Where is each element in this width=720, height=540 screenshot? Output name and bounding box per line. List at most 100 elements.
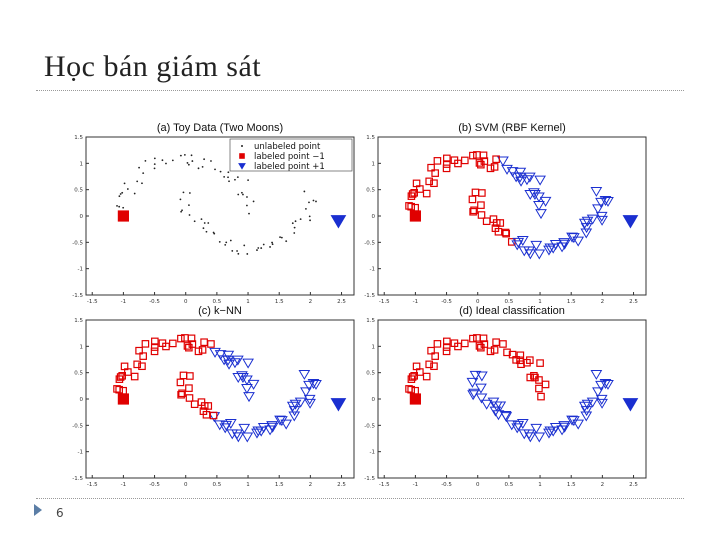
unlabeled-point [269,246,271,248]
square-point [477,343,485,352]
triangle-point [300,387,312,398]
triangle-point [530,423,543,434]
unlabeled-point [218,240,221,243]
unlabeled-point [247,179,249,182]
x-tick-label: -0.5 [149,299,160,305]
unlabeled-point [315,200,317,203]
y-tick-label: -1.5 [72,293,83,299]
y-tick-label: 1.5 [366,318,375,324]
x-tick-label: 2 [601,299,605,305]
triangle-point [590,369,603,380]
scatter-panel-2: (b) SVM (RBF Kernel) -1.5 -1 -0.5 0 0.5 1 1.5 2 2… [364,122,647,305]
square-point [531,373,539,382]
triangle-point [595,394,608,405]
triangle-point [595,211,608,222]
legend-dot-marker [241,145,243,147]
unlabeled-point [153,157,156,160]
square-point [410,372,418,380]
triangle-point [304,398,316,409]
triangle-point [590,186,603,197]
unlabeled-point [188,204,190,207]
triangle-point [492,410,505,421]
triangle-point [469,370,482,381]
x-tick-label: -1.5 [379,482,390,488]
square-point [490,346,499,354]
square-point [469,151,477,160]
square-point [442,347,451,356]
triangle-point [241,432,254,443]
footer-bullet-icon [34,504,42,516]
y-tick-label: -1 [370,267,375,273]
unlabeled-point [133,192,136,195]
triangle-point [556,242,568,253]
unlabeled-point [171,159,174,162]
triangle-point [539,196,552,207]
triangle-point [578,218,591,229]
unlabeled-point [212,231,215,234]
triangle-point [510,172,523,183]
two-moons-figure: (a) Toy Data (Two Moons) -1.5 -1 -0.5 0 0.5 1 1… [72,122,647,488]
square-point [443,337,451,346]
y-tick-label: 1.5 [366,135,375,141]
triangle-point [264,425,276,436]
square-point [138,362,146,371]
unlabeled-point [229,239,232,242]
triangle-point [533,249,546,260]
unlabeled-point [219,170,222,173]
unlabeled-point [121,191,124,194]
square-point [477,201,485,209]
unlabeled-point [123,182,126,185]
x-tick-label: 2.5 [337,482,346,488]
triangle-point [578,401,591,412]
triangle-point [238,423,251,434]
square-point [494,227,503,236]
unlabeled-point [191,160,194,162]
triangle-point [572,419,585,430]
unlabeled-point [285,240,288,243]
y-tick-label: 1 [80,161,84,167]
x-tick-label: -1.5 [87,482,98,488]
triangle-point [280,419,293,430]
triangle-point [535,209,547,220]
triangle-point [586,214,599,225]
unlabeled-point [118,195,121,198]
x-tick-label: 2 [601,482,605,488]
square-point [468,195,477,204]
unlabeled-point [291,222,294,225]
square-point [200,338,208,346]
unlabeled-point [271,243,274,246]
x-tick-label: 0.5 [505,482,514,488]
unlabeled-point [242,193,244,196]
x-tick-label: 2 [309,299,313,305]
square-point [536,359,544,367]
square-point [433,157,442,165]
square-point [185,343,193,352]
x-tick-label: -1 [413,482,418,488]
unlabeled-point [205,230,208,233]
square-point [496,219,505,227]
unlabeled-point [308,201,310,204]
triangle-point [310,379,322,390]
unlabeled-point [303,190,306,193]
x-tick-label: 1 [538,299,542,305]
unlabeled-point [246,253,249,255]
square-point [442,343,451,351]
unlabeled-point [262,243,265,246]
triangle-point [622,215,639,229]
square-point [475,342,484,350]
unlabeled-point [153,163,156,165]
unlabeled-point [153,167,156,170]
triangle-point [497,156,509,167]
y-tick-label: -1.5 [364,476,375,482]
triangle-point [294,397,307,408]
square-point [486,347,495,356]
panel-title: (c) k−NN [198,305,242,317]
square-point [150,343,159,351]
unlabeled-point [309,219,311,222]
unlabeled-point [203,222,206,224]
y-tick-label: 1.5 [74,135,83,141]
x-tick-label: 0.5 [213,299,222,305]
square-point [185,384,193,392]
square-point [492,155,500,163]
triangle-point [288,411,301,422]
